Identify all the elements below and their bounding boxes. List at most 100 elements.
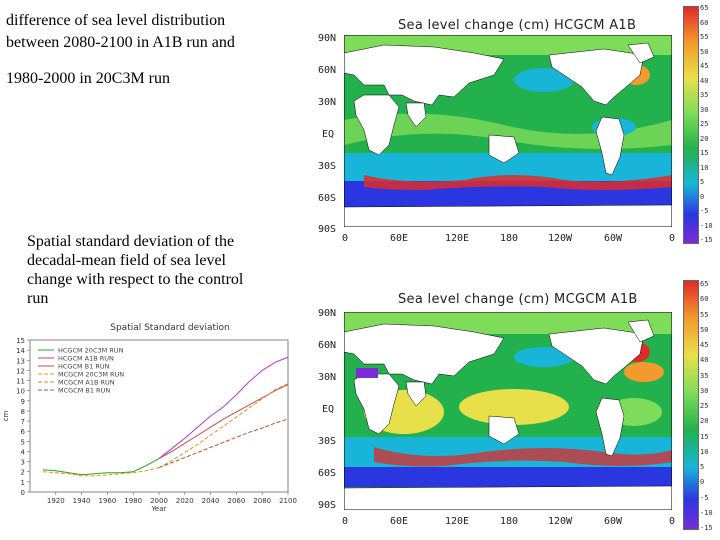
map-bottom-colorbar (683, 280, 699, 530)
colorbar-label: 50 (700, 47, 709, 56)
legend-label: MCGCM 20C3M RUN (58, 371, 124, 379)
x-axis-label: Year (151, 505, 167, 512)
map-top-lat-90s: 90S (318, 224, 337, 235)
map-top-colorbar (683, 6, 699, 244)
colorbar-label: 65 (700, 4, 709, 12)
colorbar-label: 35 (700, 91, 709, 99)
map-top-lon-0-end: 0 (669, 233, 676, 244)
y-tick-label: 6 (21, 428, 26, 436)
y-tick-label: 7 (21, 418, 25, 426)
y-tick-label: 9 (21, 398, 25, 406)
y-tick-label: 5 (21, 438, 25, 446)
map-top-lat-90n: 90N (318, 33, 337, 44)
map-top-lat-60s: 60S (318, 193, 337, 204)
y-tick-label: 3 (21, 459, 25, 467)
x-tick-label: 2060 (227, 497, 245, 505)
y-axis-label: cm (2, 410, 10, 421)
colorbar-label: 25 (700, 120, 709, 128)
legend-label: HCGCM B1 RUN (58, 363, 110, 371)
colorbar-label: 30 (700, 386, 709, 395)
map-top-lat-30n: 30N (318, 97, 337, 108)
map-top-lat-eq: EQ (322, 129, 335, 140)
colorbar-label: 10 (700, 447, 709, 456)
colorbar-label: 5 (700, 463, 705, 471)
caption-line-4: run (27, 290, 49, 307)
map-bottom-panel: Sea level change (cm) MCGCM A1B (300, 278, 720, 540)
x-tick-label: 1960 (98, 497, 116, 505)
x-tick-label: 2100 (279, 497, 297, 505)
map-bottom-lat-30s: 30S (318, 436, 337, 447)
map-bottom-lat-60n: 60N (318, 340, 337, 351)
y-tick-label: 11 (16, 378, 25, 386)
colorbar-label: 60 (700, 18, 709, 27)
colorbar-label: 40 (700, 76, 709, 85)
colorbar-label: 5 (700, 178, 705, 186)
colorbar-label: 60 (700, 295, 709, 304)
caption-line-3: change with respect to the control (27, 271, 244, 288)
description-line-2: between 2080-2100 in A1B run and (6, 34, 235, 51)
colorbar-label: 0 (700, 478, 705, 487)
legend-label: MCGCM B1 RUN (58, 387, 110, 395)
x-tick-label: 2020 (176, 497, 194, 505)
y-tick-label: 13 (16, 357, 25, 365)
series-line-4 (158, 383, 289, 469)
map-top-plot (344, 35, 672, 227)
x-tick-label: 1940 (73, 497, 91, 505)
map-top-lon-120w: 120W (548, 233, 573, 244)
legend-label: MCGCM A1B RUN (58, 379, 115, 387)
map-bottom-lat-60s: 60S (318, 468, 337, 479)
description-line-3: 1980-2000 in 20C3M run (6, 70, 170, 87)
figure-description: difference of sea level distribution bet… (6, 10, 296, 90)
colorbar-label: 0 (700, 192, 705, 201)
colorbar-label: 15 (700, 149, 709, 157)
colorbar-label: -5 (700, 493, 709, 502)
series-line-0 (42, 458, 160, 476)
map-bottom-lat-eq: EQ (322, 404, 335, 415)
map-bottom-lon-120w: 120W (548, 516, 573, 527)
map-top-panel: Sea level change (cm) HCGCM A1B (300, 0, 720, 250)
x-tick-label: 2000 (150, 497, 168, 505)
description-line-1: difference of sea level distribution (6, 12, 226, 29)
map-bottom-lon-120e: 120E (445, 516, 470, 527)
x-tick-label: 2040 (202, 497, 220, 505)
map-top-lon-0: 0 (342, 233, 349, 244)
map-bottom-lon-0: 0 (342, 516, 349, 527)
colorbar-label: 55 (700, 310, 709, 319)
colorbar-label: 65 (700, 280, 709, 288)
colorbar-label: 45 (700, 62, 709, 70)
map-bottom-lat-30n: 30N (318, 372, 337, 383)
map-top-lat-60n: 60N (318, 65, 337, 76)
map-bottom-lon-0-end: 0 (669, 516, 676, 527)
map-bottom-title: Sea level change (cm) MCGCM A1B (398, 292, 638, 307)
colorbar-label: 35 (700, 371, 709, 380)
y-tick-label: 15 (16, 337, 25, 345)
colorbar-label: -10 (700, 508, 713, 517)
colorbar-label: 55 (700, 33, 709, 41)
map-bottom-lat-90n: 90N (318, 308, 337, 319)
std-deviation-chart: Spatial Standard deviation 0123456789101… (0, 318, 300, 512)
map-top-lon-60e: 60E (390, 233, 409, 244)
colorbar-label: 10 (700, 163, 709, 172)
legend-label: HCGCM A1B RUN (58, 355, 114, 363)
map-top-lon-180: 180 (500, 233, 519, 244)
map-bottom-lon-60e: 60E (390, 516, 409, 527)
deviation-caption: Spatial standard deviation of the decada… (27, 232, 282, 308)
y-tick-label: 8 (21, 408, 25, 416)
map-top-lon-120e: 120E (445, 233, 470, 244)
map-bottom-lat-90s: 90S (318, 500, 337, 511)
y-tick-label: 2 (21, 469, 25, 477)
y-tick-label: 10 (16, 388, 25, 396)
legend-label: HCGCM 20C3M RUN (58, 347, 124, 355)
series-line-1 (158, 356, 289, 459)
x-tick-label: 1920 (47, 497, 65, 505)
caption-line-2: decadal-mean field of sea level (27, 252, 226, 269)
map-top-lon-60w: 60W (604, 233, 623, 244)
colorbar-label: 40 (700, 356, 709, 365)
x-tick-label: 2080 (253, 497, 271, 505)
colorbar-label: 15 (700, 432, 709, 441)
colorbar-label: 25 (700, 402, 709, 410)
y-tick-label: 12 (16, 367, 25, 375)
map-bottom-plot (344, 312, 672, 510)
map-bottom-lon-180: 180 (500, 516, 519, 527)
colorbar-label: -10 (700, 221, 713, 230)
